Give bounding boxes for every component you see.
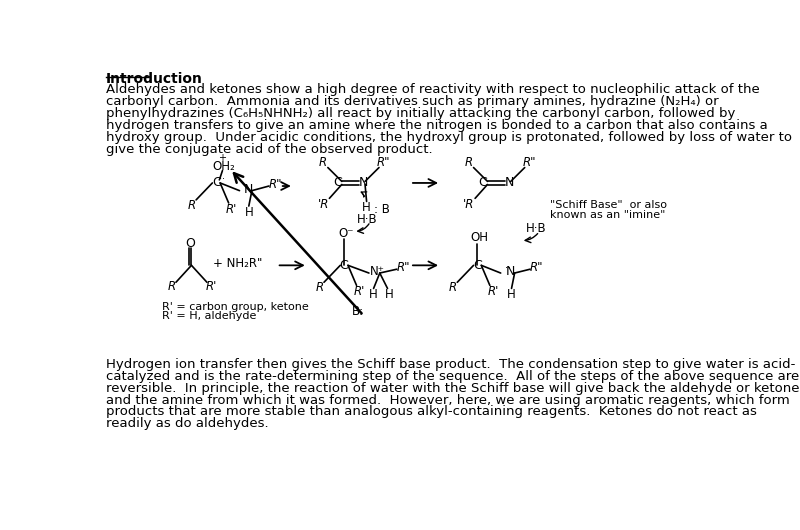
Text: phenylhydrazines (C₆H₅NHNH₂) all react by initially attacking the carbonyl carbo: phenylhydrazines (C₆H₅NHNH₂) all react b… xyxy=(106,107,735,120)
Text: H: H xyxy=(369,288,377,301)
Text: Hydrogen ion transfer then gives the Schiff base product.  The condensation step: Hydrogen ion transfer then gives the Sch… xyxy=(106,358,795,371)
Text: hydroxy group.  Under acidic conditions, the hydroxyl group is protonated, follo: hydroxy group. Under acidic conditions, … xyxy=(106,130,792,144)
Text: R': R' xyxy=(226,202,238,216)
Text: R: R xyxy=(315,281,323,294)
Text: + NH₂R": + NH₂R" xyxy=(214,257,262,270)
Text: ··: ·· xyxy=(506,263,511,272)
Text: R: R xyxy=(449,281,457,294)
Text: readily as do aldehydes.: readily as do aldehydes. xyxy=(106,418,269,430)
Text: R": R" xyxy=(396,261,410,274)
Text: R": R" xyxy=(377,156,390,170)
Text: C: C xyxy=(212,176,221,189)
Text: N: N xyxy=(244,183,254,196)
Text: H: H xyxy=(385,288,394,301)
Text: OH: OH xyxy=(470,231,488,244)
Text: known as an "imine": known as an "imine" xyxy=(550,210,665,220)
Text: products that are more stable than analogous alkyl-containing reagents.  Ketones: products that are more stable than analo… xyxy=(106,405,757,419)
Text: Aldehydes and ketones show a high degree of reactivity with respect to nucleophi: Aldehydes and ketones show a high degree… xyxy=(106,83,760,96)
Text: H: H xyxy=(507,288,516,301)
Text: H·B: H·B xyxy=(357,213,378,226)
Text: carbonyl carbon.  Ammonia and its derivatives such as primary amines, hydrazine : carbonyl carbon. Ammonia and its derivat… xyxy=(106,95,719,108)
Text: R: R xyxy=(167,280,175,294)
Text: 'R: 'R xyxy=(463,198,474,211)
Text: O: O xyxy=(186,236,196,250)
Text: R": R" xyxy=(268,178,282,191)
Text: give the conjugate acid of the observed product.: give the conjugate acid of the observed … xyxy=(106,143,433,155)
Text: R' = carbon group, ketone: R' = carbon group, ketone xyxy=(162,302,309,312)
Text: B:: B: xyxy=(352,305,364,318)
Text: R': R' xyxy=(487,285,498,298)
Text: H: H xyxy=(245,206,253,219)
Text: : B: : B xyxy=(374,202,390,216)
Text: N: N xyxy=(359,176,368,189)
Text: H·B: H·B xyxy=(526,222,546,235)
Text: R: R xyxy=(465,156,473,170)
Text: C: C xyxy=(478,176,487,189)
Text: OH₂: OH₂ xyxy=(213,160,235,172)
Text: hydrogen transfers to give an amine where the nitrogen is bonded to a carbon tha: hydrogen transfers to give an amine wher… xyxy=(106,119,768,131)
Text: 'R: 'R xyxy=(318,198,329,211)
Text: R": R" xyxy=(530,261,543,274)
Text: catalyzed and is the rate-determining step of the sequence.  All of the steps of: catalyzed and is the rate-determining st… xyxy=(106,370,799,383)
Text: C: C xyxy=(340,259,349,272)
Text: C: C xyxy=(473,259,482,272)
Text: N: N xyxy=(506,265,515,278)
Text: N: N xyxy=(505,176,514,189)
Text: C: C xyxy=(333,176,342,189)
Text: R': R' xyxy=(354,285,366,298)
Text: "Schiff Base"  or also: "Schiff Base" or also xyxy=(550,199,666,209)
Text: N⁺: N⁺ xyxy=(370,265,385,278)
Text: R': R' xyxy=(206,280,218,294)
Text: +: + xyxy=(218,153,226,163)
Text: R: R xyxy=(319,156,327,170)
Text: ··: ·· xyxy=(218,174,225,184)
Text: R: R xyxy=(187,199,195,212)
Text: O⁻: O⁻ xyxy=(338,226,354,240)
Text: Introduction: Introduction xyxy=(106,72,203,86)
Text: R' = H, aldehyde: R' = H, aldehyde xyxy=(162,311,256,321)
Text: reversible.  In principle, the reaction of water with the Schiff base will give : reversible. In principle, the reaction o… xyxy=(106,382,800,395)
Text: H: H xyxy=(362,201,371,214)
Text: and the amine from which it was formed.  However, here, we are using aromatic re: and the amine from which it was formed. … xyxy=(106,394,790,407)
Text: R": R" xyxy=(522,156,536,170)
